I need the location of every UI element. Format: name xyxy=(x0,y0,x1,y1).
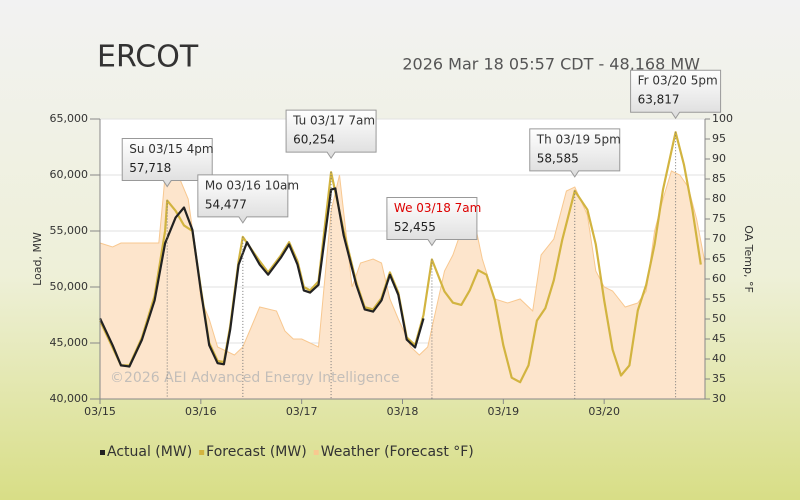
weather-area xyxy=(99,149,706,400)
y2-tick-label: 45 xyxy=(712,332,726,345)
callout-value: 63,817 xyxy=(638,93,680,107)
callout-box xyxy=(197,174,289,224)
y2-tick-label: 30 xyxy=(712,392,726,405)
y-tick-label: 60,000 xyxy=(50,168,89,181)
y2-tick-label: 55 xyxy=(712,292,726,305)
chart-subtitle: 2026 Mar 18 05:57 CDT - 48,168 MW xyxy=(402,55,700,74)
y2-axis-label: OA Temp, °F xyxy=(742,225,755,293)
callout-date: We 03/18 7am xyxy=(394,201,481,215)
callout-date: Mo 03/16 10am xyxy=(205,178,299,192)
legend-swatch xyxy=(100,450,105,455)
x-tick-label: 03/15 xyxy=(84,405,116,418)
callout-box xyxy=(121,138,213,188)
y-axis-label: Load, MW xyxy=(31,232,44,286)
legend-swatch xyxy=(313,450,319,455)
y2-tick-label: 65 xyxy=(712,252,726,265)
x-tick-label: 03/20 xyxy=(588,405,620,418)
y-tick-label: 50,000 xyxy=(50,280,89,293)
y2-tick-label: 35 xyxy=(712,372,726,385)
callout-box xyxy=(285,109,377,160)
callout-box xyxy=(630,69,722,120)
watermark: ©2026 AEI Advanced Energy Intelligence xyxy=(110,370,400,386)
y2-tick-label: 85 xyxy=(712,172,726,185)
x-tick-label: 03/17 xyxy=(286,405,318,418)
y2-tick-label: 95 xyxy=(712,132,726,145)
y2-tick-label: 80 xyxy=(712,192,726,205)
chart-title: ERCOT xyxy=(97,40,199,75)
legend-swatch xyxy=(199,450,205,455)
y-tick-label: 65,000 xyxy=(50,112,89,125)
y-tick-label: 45,000 xyxy=(50,336,89,349)
legend-label: Weather (Forecast °F) xyxy=(321,444,474,460)
y2-tick-label: 100 xyxy=(712,112,733,125)
callout-date: Tu 03/17 7am xyxy=(292,114,375,128)
legend-label: Actual (MW) xyxy=(107,444,192,460)
y-tick-label: 40,000 xyxy=(50,392,89,405)
y-tick-label: 55,000 xyxy=(50,224,89,237)
callout-value: 52,455 xyxy=(394,220,436,234)
y2-tick-label: 60 xyxy=(712,272,726,285)
callout-date: Su 03/15 4pm xyxy=(129,142,213,156)
y2-tick-label: 90 xyxy=(712,152,726,165)
x-tick-label: 03/19 xyxy=(487,405,519,418)
y2-tick-label: 40 xyxy=(712,352,726,365)
callout-date: Fr 03/20 5pm xyxy=(638,74,718,88)
y2-tick-label: 75 xyxy=(712,212,726,225)
y2-tick-label: 70 xyxy=(712,232,726,245)
callout-value: 54,477 xyxy=(205,197,247,211)
callout-value: 58,585 xyxy=(537,151,579,165)
x-tick-label: 03/16 xyxy=(185,405,217,418)
x-tick-label: 03/18 xyxy=(387,405,419,418)
callout-box xyxy=(529,128,621,178)
legend-label: Forecast (MW) xyxy=(206,444,307,460)
callout-value: 60,254 xyxy=(293,133,335,147)
series-line xyxy=(99,187,425,368)
callout-date: Th 03/19 5pm xyxy=(536,132,621,146)
callout-value: 57,718 xyxy=(129,161,171,175)
y2-tick-label: 50 xyxy=(712,312,726,325)
callout-box xyxy=(386,197,478,247)
